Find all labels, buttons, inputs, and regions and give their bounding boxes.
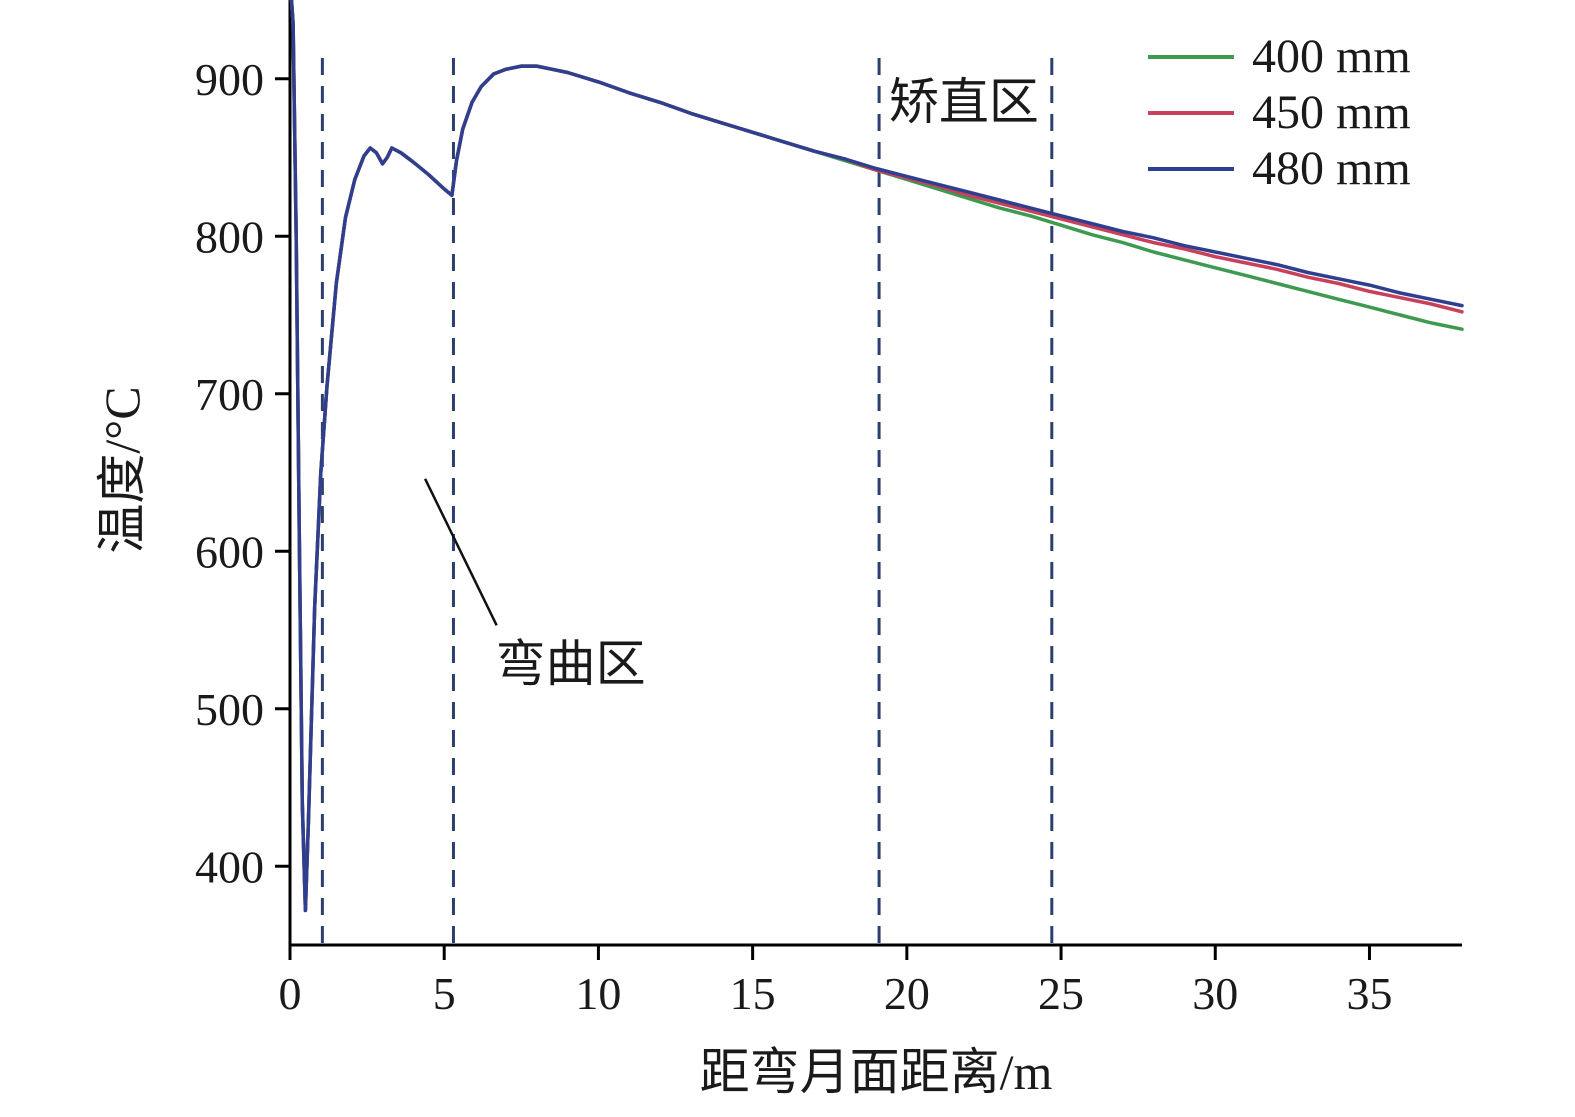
y-tick-label: 400 [195, 841, 264, 892]
x-tick-label: 35 [1346, 968, 1392, 1019]
y-tick-label: 500 [195, 684, 264, 735]
legend-label-450mm: 450 mm [1252, 86, 1411, 139]
x-tick-label: 30 [1192, 968, 1238, 1019]
y-tick-label: 700 [195, 369, 264, 420]
y-axis-label: 温度/°C [94, 386, 150, 554]
y-tick-label: 900 [195, 54, 264, 105]
y-tick-label: 600 [195, 526, 264, 577]
annotation-leader-line [423, 478, 498, 626]
y-tick-label: 800 [195, 211, 264, 262]
legend-label-480mm: 480 mm [1252, 142, 1411, 195]
legend-item-480mm: 480 mm [1148, 144, 1411, 194]
legend-swatch-450mm [1148, 111, 1234, 115]
x-tick-label: 15 [730, 968, 776, 1019]
x-tick-label: 0 [279, 968, 302, 1019]
x-tick-label: 20 [884, 968, 930, 1019]
legend-swatch-480mm [1148, 167, 1234, 171]
legend: 400 mm 450 mm 480 mm [1148, 32, 1411, 194]
legend-item-400mm: 400 mm [1148, 32, 1411, 82]
legend-label-400mm: 400 mm [1252, 30, 1411, 83]
x-axis-label: 距弯月面距离/m [699, 1044, 1053, 1100]
annotation-bending-zone: 弯曲区 [495, 635, 646, 692]
x-tick-label: 25 [1038, 968, 1084, 1019]
legend-swatch-400mm [1148, 55, 1234, 59]
legend-item-450mm: 450 mm [1148, 88, 1411, 138]
x-tick-label: 5 [433, 968, 456, 1019]
annotation-straightening-zone: 矫直区 [888, 73, 1039, 130]
series-line-480-mm [289, 0, 1464, 913]
x-tick-label: 10 [575, 968, 621, 1019]
